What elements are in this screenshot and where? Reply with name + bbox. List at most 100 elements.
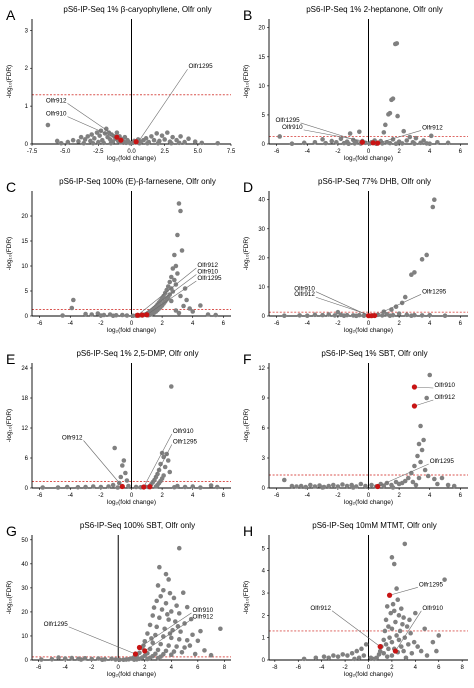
data-point — [330, 482, 336, 488]
highlighted-point — [375, 140, 381, 146]
x-tick-label: 2 — [397, 149, 401, 155]
data-point — [393, 479, 399, 485]
data-point — [97, 133, 102, 138]
data-point — [430, 204, 436, 210]
data-point — [149, 636, 154, 641]
data-point — [421, 437, 426, 443]
x-tick-label: 4 — [428, 149, 432, 155]
data-point — [445, 140, 451, 146]
data-point — [394, 41, 400, 46]
data-point — [121, 657, 126, 663]
data-point — [174, 644, 179, 649]
data-point — [396, 637, 402, 643]
data-point — [294, 484, 299, 489]
data-point — [169, 609, 174, 614]
data-point — [442, 313, 448, 319]
data-point — [89, 312, 94, 317]
y-axis-label: -log₁₀(FDR) — [6, 65, 13, 98]
x-axis-label: log₂(fold change) — [344, 499, 393, 506]
y-tick-label: 15 — [21, 239, 28, 245]
annotation-leader — [139, 612, 192, 648]
data-point — [184, 637, 190, 643]
data-point — [320, 485, 325, 490]
data-point — [124, 313, 130, 318]
data-point — [357, 129, 362, 135]
data-point — [451, 483, 457, 489]
data-point — [432, 476, 437, 482]
data-point — [422, 626, 427, 632]
data-point — [312, 484, 318, 489]
gene-label: Olfr910 — [46, 111, 67, 118]
data-point — [123, 470, 128, 476]
x-tick-label: -6 — [37, 493, 43, 499]
data-point — [404, 312, 410, 318]
panel-letter: A — [6, 7, 16, 23]
annotation-leader — [149, 444, 173, 487]
data-point — [145, 140, 150, 146]
data-point — [133, 484, 139, 490]
gene-label: Olfr912 — [294, 291, 315, 298]
y-tick-label: 20 — [258, 26, 265, 32]
data-point — [89, 132, 94, 137]
data-point — [171, 595, 177, 601]
data-point — [396, 311, 402, 316]
data-point — [412, 463, 417, 469]
panel-letter: F — [243, 351, 252, 367]
data-point — [404, 138, 410, 143]
panel-title: pS6-IP-Seq 100% (E)-β-farnesene, Olfr on… — [59, 177, 216, 186]
data-point — [416, 475, 422, 481]
annotation-leader — [414, 399, 434, 407]
data-point — [166, 617, 171, 622]
data-point — [71, 297, 76, 303]
gene-label: Olfr912 — [197, 262, 218, 269]
data-point — [401, 615, 406, 620]
x-axis-label: log₂(fold change) — [344, 155, 393, 162]
x-tick-label: -6 — [37, 321, 43, 327]
data-point — [150, 613, 156, 618]
data-point — [361, 313, 367, 319]
data-point — [383, 617, 389, 623]
data-point — [115, 485, 121, 490]
y-axis-label: -log₁₀(FDR) — [6, 581, 13, 614]
y-tick-label: 3 — [262, 456, 266, 462]
data-point — [192, 651, 198, 657]
data-point — [335, 484, 341, 489]
data-point — [162, 626, 167, 632]
panel-title: pS6-IP-Seq 10mM MTMT, Olfr only — [312, 521, 436, 530]
y-tick-label: 12 — [21, 426, 28, 432]
gene-label: Olfr912 — [62, 435, 83, 442]
y-tick-label: 0 — [262, 658, 266, 664]
x-tick-label: 2 — [160, 321, 164, 327]
gene-label: Olfr912 — [46, 97, 67, 104]
x-axis-label: log₂(fold change) — [107, 327, 156, 334]
panel-title: pS6-IP-Seq 1% 2,5-DMP, Olfr only — [76, 349, 198, 358]
highlighted-point — [142, 648, 148, 654]
data-point — [178, 208, 183, 214]
x-tick-label: 2 — [397, 493, 401, 499]
data-point — [425, 473, 431, 479]
annotation-leader — [139, 69, 188, 141]
panel-letter: C — [6, 179, 16, 195]
data-point — [126, 483, 131, 489]
data-point — [69, 305, 75, 311]
data-point — [303, 484, 309, 490]
data-point — [312, 139, 318, 145]
x-tick-label: 0 — [367, 493, 371, 499]
data-point — [65, 139, 71, 145]
data-point — [384, 654, 390, 659]
data-point — [60, 313, 65, 318]
data-point — [163, 600, 169, 606]
data-point — [142, 638, 148, 644]
data-point — [184, 297, 189, 303]
data-point — [409, 272, 414, 278]
data-point — [313, 655, 319, 661]
data-point — [147, 622, 153, 628]
highlighted-point — [132, 651, 139, 657]
data-point — [389, 626, 395, 632]
data-point — [403, 655, 409, 661]
data-point — [108, 140, 114, 146]
data-point — [381, 637, 387, 643]
data-point — [326, 483, 331, 489]
data-point — [158, 461, 163, 467]
